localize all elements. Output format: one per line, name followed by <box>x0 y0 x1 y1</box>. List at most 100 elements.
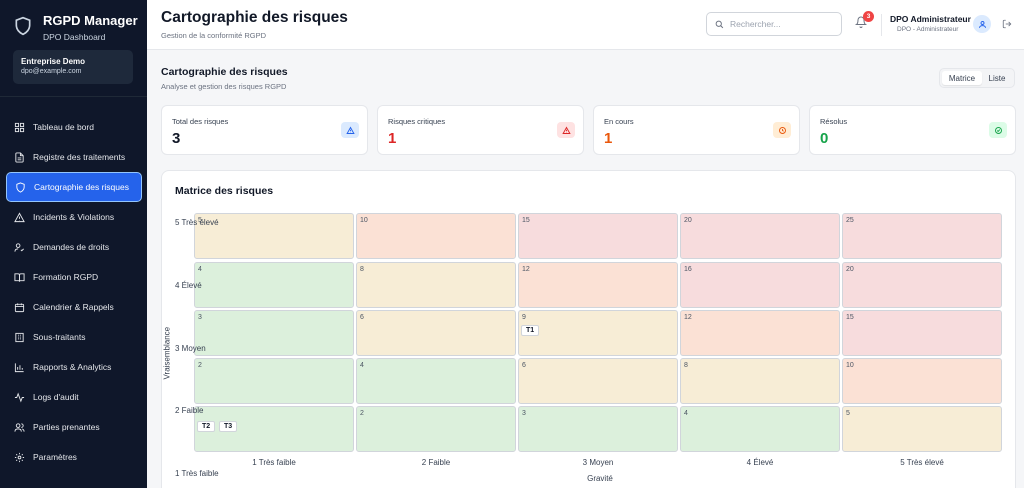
matrix-cell[interactable]: 10 <box>842 358 1002 404</box>
matrix-cell[interactable]: 15 <box>842 310 1002 356</box>
matrix-cell[interactable]: 4 <box>356 358 516 404</box>
matrix-cell[interactable]: 20 <box>680 213 840 259</box>
sidebar-item-user-check[interactable]: Demandes de droits <box>6 232 142 262</box>
clock-icon <box>778 126 786 134</box>
gear-icon <box>14 452 25 462</box>
sidebar-item-building[interactable]: Sous-traitants <box>6 322 142 352</box>
matrix-cell[interactable]: 16 <box>680 262 840 308</box>
matrix-cell[interactable]: 10 <box>356 213 516 259</box>
y-axis-label: 2 Faible <box>175 406 204 415</box>
shield-logo-icon <box>15 16 31 36</box>
user-check-icon <box>14 242 24 252</box>
sidebar-item-dashboard[interactable]: Tableau de bord <box>6 112 142 142</box>
x-axis-label: 5 Très élevé <box>900 458 944 467</box>
avatar[interactable] <box>973 15 991 33</box>
matrix-cell[interactable]: 2 <box>194 358 354 404</box>
matrix-cell[interactable] <box>194 406 354 452</box>
sidebar-item-warning[interactable]: Incidents & Violations <box>6 202 142 232</box>
triangle-warning-icon <box>345 126 355 134</box>
sidebar-item-bar-chart[interactable]: Rapports & Analytics <box>6 352 142 382</box>
matrix-cell[interactable]: 3 <box>518 406 678 452</box>
cell-score: 4 <box>360 362 364 369</box>
sidebar-item-label: Demandes de droits <box>33 242 110 252</box>
users-icon <box>14 422 25 432</box>
bell-icon[interactable] <box>855 16 867 28</box>
sidebar-item-document[interactable]: Registre des traitements <box>6 142 142 172</box>
risk-tag[interactable]: T1 <box>521 325 540 336</box>
sidebar-item-users[interactable]: Parties prenantes <box>6 412 142 442</box>
cell-score: 6 <box>522 362 526 369</box>
sidebar-item-label: Formation RGPD <box>33 272 99 282</box>
y-axis-title: Vraisemblance <box>162 326 172 380</box>
matrix-cell[interactable]: 6 <box>518 358 678 404</box>
risk-tag[interactable]: T3 <box>219 421 238 432</box>
list-view-button[interactable]: Liste <box>988 73 1006 83</box>
matrix-cell[interactable]: 20 <box>842 262 1002 308</box>
matrix-cell[interactable]: 5 <box>842 406 1002 452</box>
matrix-title: Matrice des risques <box>175 185 274 197</box>
cell-score: 6 <box>360 314 364 321</box>
bar-chart-icon <box>14 362 24 372</box>
organization-card[interactable]: Entreprise Demo dpo@example.com <box>13 50 133 84</box>
cell-score: 4 <box>684 410 688 417</box>
matrix-cell[interactable]: 15 <box>518 213 678 259</box>
sidebar-item-calendar[interactable]: Calendrier & Rappels <box>6 292 142 322</box>
check-circle-icon <box>994 126 1002 134</box>
building-icon <box>15 332 24 342</box>
cell-score: 12 <box>684 314 692 321</box>
stat-label: Résolus <box>820 117 848 126</box>
activity-icon <box>14 392 25 402</box>
matrix-cell[interactable]: 8 <box>680 358 840 404</box>
search-box[interactable] <box>706 12 842 36</box>
shield-icon <box>16 181 25 193</box>
x-axis-label: 3 Moyen <box>582 458 614 467</box>
logout-icon[interactable] <box>1002 19 1012 29</box>
stat-value: 3 <box>172 130 181 147</box>
calendar-icon <box>14 302 25 312</box>
book-icon <box>14 272 25 282</box>
cell-score: 5 <box>846 410 850 417</box>
cell-score: 25 <box>846 217 854 224</box>
cell-score: 5 <box>198 217 202 224</box>
sidebar-divider <box>0 96 147 97</box>
matrix-cell[interactable]: 25 <box>842 213 1002 259</box>
sidebar-item-label: Paramètres <box>33 452 77 462</box>
sidebar-item-label: Cartographie des risques <box>34 182 129 192</box>
x-axis-label: 2 Faible <box>421 458 451 467</box>
cell-score: 15 <box>522 217 530 224</box>
sidebar-item-label: Tableau de bord <box>33 122 94 132</box>
search-input[interactable] <box>730 19 830 29</box>
sidebar-item-shield[interactable]: Cartographie des risques <box>6 172 142 202</box>
app-subtitle: DPO Dashboard <box>43 32 106 42</box>
matrix-cell[interactable]: 2 <box>356 406 516 452</box>
y-axis-label: 1 Très faible <box>175 469 219 478</box>
sidebar-item-label: Registre des traitements <box>33 152 126 162</box>
y-axis-label: 5 Très élevé <box>175 218 219 227</box>
sidebar-item-label: Parties prenantes <box>33 422 100 432</box>
cell-score: 8 <box>684 362 688 369</box>
sidebar-item-book[interactable]: Formation RGPD <box>6 262 142 292</box>
matrix-cell[interactable]: 4 <box>680 406 840 452</box>
matrix-cell[interactable]: 6 <box>356 310 516 356</box>
matrix-view-button[interactable]: Matrice <box>942 71 982 85</box>
sidebar-item-label: Rapports & Analytics <box>33 362 112 372</box>
matrix-cell[interactable]: 4 <box>194 262 354 308</box>
matrix-cell[interactable]: 12 <box>680 310 840 356</box>
sidebar-item-activity[interactable]: Logs d'audit <box>6 382 142 412</box>
app-name: RGPD Manager <box>43 13 138 28</box>
stat-value: 1 <box>604 130 613 147</box>
matrix-cell[interactable]: 9 <box>518 310 678 356</box>
risk-tag[interactable]: T2 <box>197 421 216 432</box>
section-title: Cartographie des risques <box>161 66 288 78</box>
x-axis-title: Gravité <box>587 474 613 483</box>
cell-score: 20 <box>846 266 854 273</box>
search-icon <box>715 20 724 28</box>
sidebar-item-gear[interactable]: Paramètres <box>6 442 142 472</box>
matrix-cell[interactable]: 8 <box>356 262 516 308</box>
brand: RGPD Manager DPO Dashboard <box>0 0 147 90</box>
matrix-cell[interactable]: 12 <box>518 262 678 308</box>
notification-badge: 3 <box>863 11 874 22</box>
matrix-cell[interactable]: 5 <box>194 213 354 259</box>
matrix-cell[interactable]: 3 <box>194 310 354 356</box>
cell-score: 10 <box>846 362 854 369</box>
